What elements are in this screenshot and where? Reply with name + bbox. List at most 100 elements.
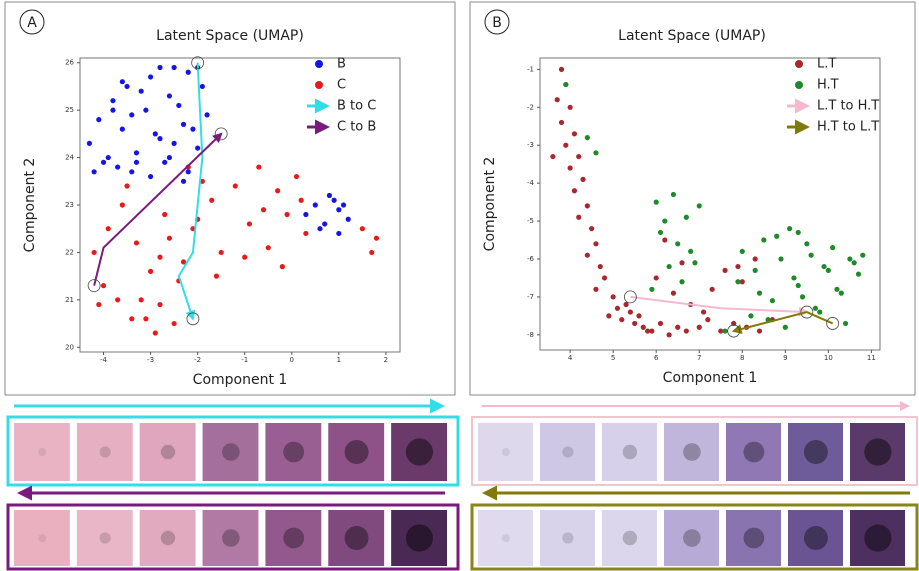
point: [572, 188, 577, 193]
x-tick-label: -1: [241, 356, 248, 364]
point: [143, 316, 148, 321]
point: [787, 226, 792, 231]
y-tick-label: -1: [527, 65, 534, 73]
legend-swatch: [795, 81, 803, 89]
point: [800, 294, 805, 299]
point: [598, 264, 603, 269]
point: [813, 306, 818, 311]
point: [847, 256, 852, 261]
point: [327, 193, 332, 198]
thumbnail-detail: [804, 526, 828, 550]
point: [115, 297, 120, 302]
thumbnail-detail: [222, 529, 240, 547]
thumbnail-detail: [283, 528, 304, 549]
point: [576, 215, 581, 220]
point: [555, 97, 560, 102]
x-tick-label: 8: [740, 354, 744, 362]
point: [209, 198, 214, 203]
point: [628, 309, 633, 314]
point: [619, 317, 624, 322]
x-tick-label: -2: [194, 356, 201, 364]
thumbnail-detail: [804, 440, 828, 464]
point: [303, 231, 308, 236]
point: [106, 155, 111, 160]
legend-label: C: [337, 78, 346, 93]
point: [317, 226, 322, 231]
point: [679, 279, 684, 284]
point: [176, 103, 181, 108]
point: [692, 260, 697, 265]
point: [162, 160, 167, 165]
x-tick-label: -4: [100, 356, 108, 364]
point: [167, 155, 172, 160]
point: [96, 302, 101, 307]
point: [139, 297, 144, 302]
point: [242, 255, 247, 260]
point: [757, 328, 762, 333]
point: [186, 169, 191, 174]
point: [134, 150, 139, 155]
point: [148, 269, 153, 274]
point: [313, 202, 318, 207]
thumbnail-detail: [406, 438, 433, 465]
point: [710, 287, 715, 292]
thumbnail-detail: [683, 443, 701, 461]
thumbnail-detail: [100, 532, 111, 543]
point: [735, 264, 740, 269]
y-tick-label: 20: [65, 343, 74, 351]
point: [120, 202, 125, 207]
legend-label: L.T to H.T: [817, 99, 879, 114]
point: [261, 207, 266, 212]
thumbnail-detail: [562, 532, 573, 543]
point: [219, 250, 224, 255]
point: [667, 264, 672, 269]
point: [671, 192, 676, 197]
point: [748, 313, 753, 318]
point: [796, 230, 801, 235]
point: [697, 325, 702, 330]
point: [684, 215, 689, 220]
panel-label: B: [492, 15, 502, 31]
point: [636, 313, 641, 318]
thumbnail-detail: [161, 445, 175, 459]
point: [602, 275, 607, 280]
point: [585, 135, 590, 140]
point: [568, 165, 573, 170]
point: [139, 89, 144, 94]
point: [611, 294, 616, 299]
point: [195, 145, 200, 150]
point: [593, 241, 598, 246]
point: [172, 141, 177, 146]
point: [172, 321, 177, 326]
point: [559, 120, 564, 125]
point: [341, 202, 346, 207]
thumbnail-detail: [623, 445, 637, 459]
thumbnail-detail: [406, 524, 433, 551]
point: [172, 65, 177, 70]
thumbnail-detail: [161, 531, 175, 545]
thumbnail-detail: [502, 534, 510, 542]
point: [101, 283, 106, 288]
point: [860, 253, 865, 258]
point: [106, 226, 111, 231]
thumbnail-detail: [283, 442, 304, 463]
point: [830, 245, 835, 250]
point: [688, 249, 693, 254]
point: [129, 169, 134, 174]
point: [559, 67, 564, 72]
trajectory: [179, 63, 203, 319]
thumbnail-detail: [744, 528, 765, 549]
point: [568, 105, 573, 110]
point: [124, 84, 129, 89]
point: [809, 253, 814, 258]
point: [675, 325, 680, 330]
x-tick-label: -3: [147, 356, 154, 364]
legend-label: C to B: [337, 120, 376, 135]
x-tick-label: 10: [824, 354, 833, 362]
point: [778, 256, 783, 261]
point: [804, 241, 809, 246]
point: [753, 268, 758, 273]
x-axis-label: Component 1: [193, 372, 288, 388]
point: [641, 325, 646, 330]
point: [233, 183, 238, 188]
